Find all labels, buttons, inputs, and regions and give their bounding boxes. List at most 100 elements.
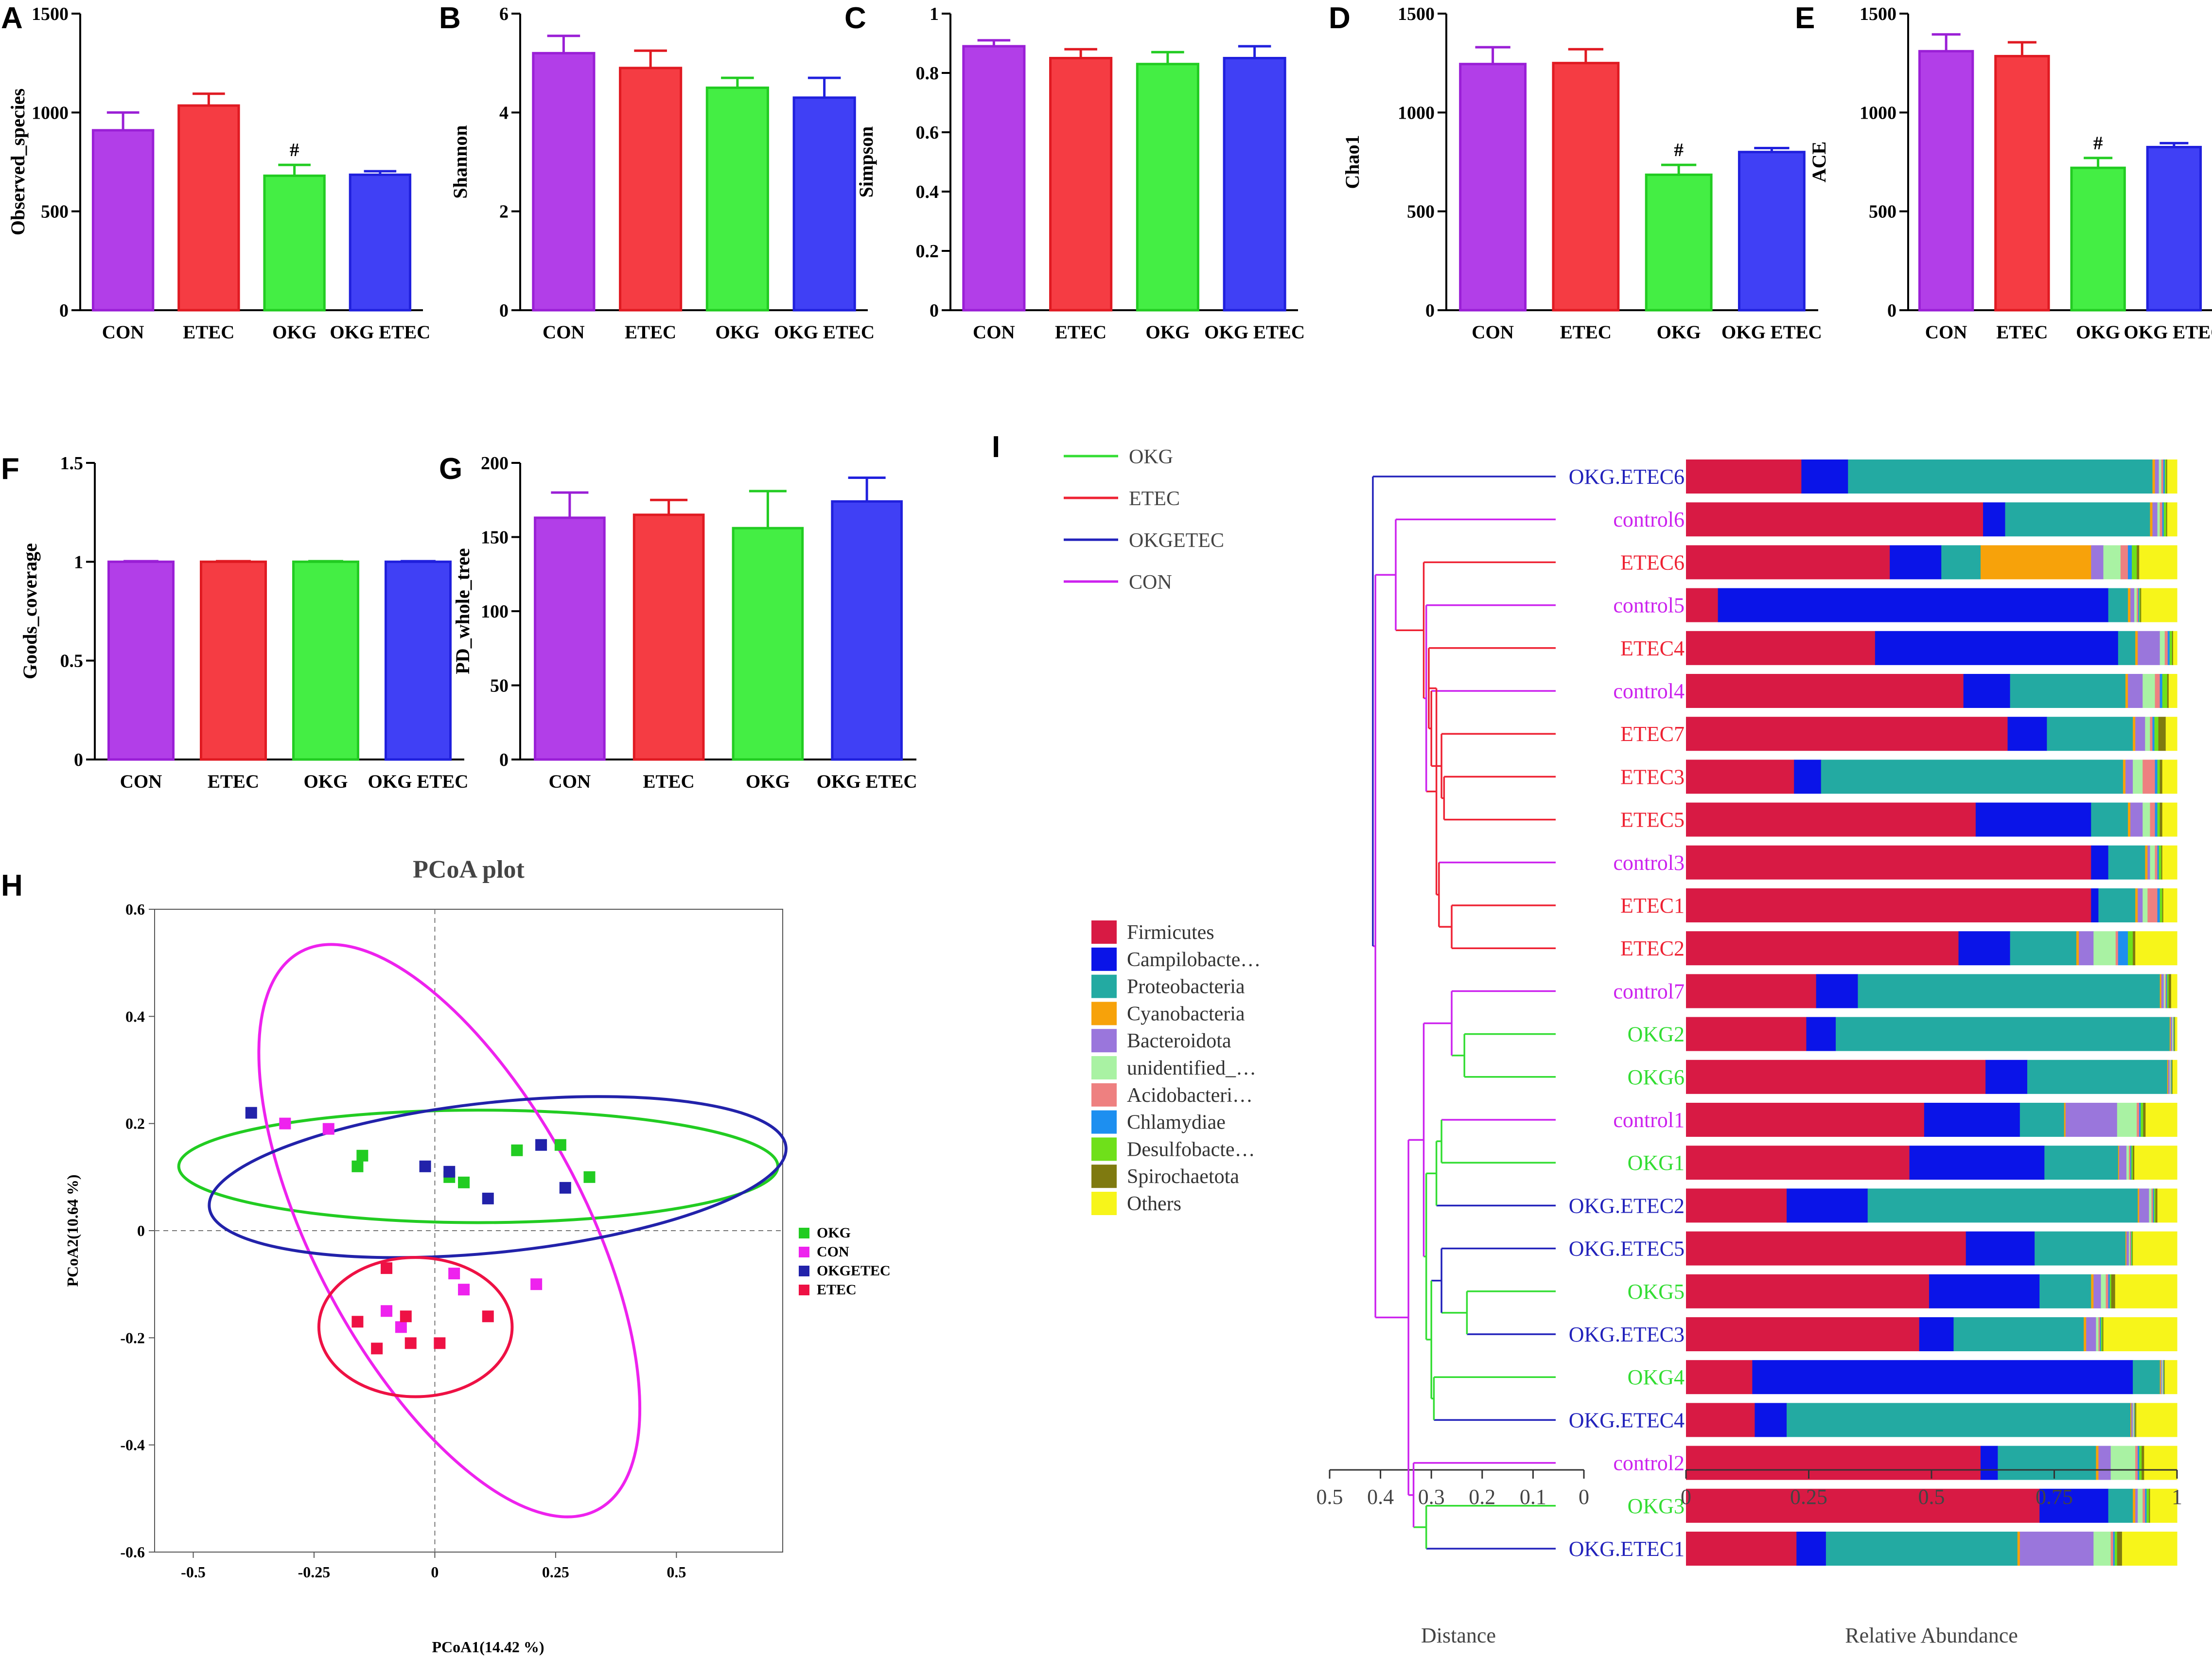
stacked-segment — [2157, 802, 2160, 837]
y-tick-label: 1500 — [1398, 4, 1435, 24]
stacked-segment — [2168, 974, 2172, 1008]
x-tick-label: -0.25 — [298, 1563, 331, 1581]
stacked-segment — [2159, 888, 2163, 922]
abundance-tick-label: 1 — [2172, 1485, 2182, 1509]
stacked-segment — [2010, 931, 2077, 966]
significance-mark: # — [1674, 140, 1684, 160]
stacked-segment — [1875, 631, 2119, 665]
stacked-segment — [2130, 588, 2135, 622]
stacked-segment — [2142, 674, 2156, 708]
stacked-segment — [2161, 459, 2164, 494]
stacked-segment — [2154, 1188, 2156, 1223]
sample-label: ETEC1 — [1620, 894, 1685, 918]
stacked-segment — [2145, 717, 2151, 751]
bar-panel-g: 0 50 100 150 200 PD_whole_tree CON ETEC OKG OKG E… — [452, 453, 917, 792]
stacked-segment — [2131, 1146, 2133, 1180]
sample-label: control2 — [1613, 1451, 1685, 1475]
scatter-point — [322, 1123, 334, 1135]
stacked-segment — [2174, 1017, 2175, 1051]
stacked-segment — [2108, 1488, 2133, 1523]
stacked-segment — [2172, 1060, 2177, 1094]
y-axis-label: Simpson — [855, 126, 877, 198]
stacked-segment — [2159, 1360, 2161, 1395]
taxa-legend-label: Cyanobacteria — [1127, 1003, 1245, 1025]
category-label: OKG ETEC — [2124, 322, 2212, 343]
confidence-ellipse — [208, 1095, 788, 1259]
stacked-segment — [1686, 1317, 1920, 1351]
legend-label: CON — [817, 1244, 849, 1260]
sample-label: OKG.ETEC1 — [1569, 1537, 1685, 1561]
bar — [385, 560, 452, 761]
stacked-segment — [2117, 1532, 2123, 1566]
stacked-segment — [2139, 588, 2141, 622]
stacked-segment — [2147, 888, 2158, 922]
stacked-segment — [2133, 1146, 2135, 1180]
stacked-segment — [2103, 1317, 2177, 1351]
stacked-segment — [2166, 459, 2168, 494]
sample-label: ETEC7 — [1620, 722, 1685, 746]
legend-swatch — [799, 1266, 809, 1276]
distance-tick-label: 0.5 — [1317, 1485, 1343, 1509]
stacked-segment — [2142, 888, 2148, 922]
stacked-segment — [2120, 545, 2128, 580]
stacked-segment — [1919, 1317, 1954, 1351]
y-tick-label: 0.8 — [916, 63, 939, 84]
category-label: ETEC — [1560, 322, 1612, 343]
abundance-axis-label: Relative Abundance — [1845, 1624, 2018, 1647]
stacked-segment — [1686, 674, 1964, 708]
stacked-segment — [2163, 888, 2177, 922]
stacked-segment — [2122, 1532, 2177, 1566]
bar-panel-a: 0 500 1000 1500 Observed_species CON ETEC # OKG O… — [7, 4, 430, 343]
stacked-segment — [2091, 545, 2104, 580]
stacked-segment — [2091, 1274, 2094, 1308]
scatter-point — [371, 1342, 383, 1355]
scatter-point — [482, 1310, 494, 1323]
legend-label: OKG — [817, 1225, 851, 1241]
bar — [1223, 57, 1286, 312]
y-tick-label: 0 — [1887, 300, 1896, 321]
panel-letter: B — [439, 1, 461, 35]
stacked-segment — [2165, 974, 2167, 1008]
category-label: CON — [1472, 322, 1514, 343]
y-tick-label: -0.4 — [120, 1436, 145, 1454]
stacked-segment — [1686, 459, 1802, 494]
taxa-legend-swatch — [1091, 1137, 1117, 1161]
x-axis-label: PCoA1(14.42 %) — [432, 1638, 544, 1656]
stacked-segment — [2118, 931, 2128, 966]
stacked-segment — [2093, 1274, 2102, 1308]
stacked-segment — [2172, 1017, 2174, 1051]
stacked-segment — [1686, 1017, 1807, 1051]
taxa-panel: OKGETECOKGETECCONFirmicutesCampilobacte…… — [1064, 446, 2182, 1647]
stacked-segment — [2150, 845, 2156, 880]
stacked-segment — [2164, 459, 2167, 494]
stacked-segment — [2171, 1060, 2172, 1094]
tree-legend-label: OKGETEC — [1129, 530, 1224, 552]
stacked-segment — [2167, 1060, 2169, 1094]
bar — [177, 104, 240, 312]
category-label: OKG — [715, 322, 759, 343]
sample-label: ETEC4 — [1620, 636, 1685, 660]
stacked-segment — [2108, 845, 2145, 880]
x-tick-label: 0.25 — [542, 1563, 569, 1581]
category-label: CON — [1925, 322, 1967, 343]
stacked-segment — [2086, 1317, 2096, 1351]
scatter-point — [535, 1139, 547, 1151]
stacked-segment — [2108, 588, 2128, 622]
y-tick-label: 1 — [74, 552, 83, 572]
stacked-segment — [2150, 802, 2156, 837]
taxa-legend-swatch — [1091, 974, 1117, 998]
stacked-segment — [2076, 931, 2079, 966]
bar — [107, 560, 175, 761]
panel-letter: E — [1795, 1, 1815, 35]
stacked-segment — [2115, 931, 2119, 966]
stacked-segment — [2039, 1488, 2109, 1523]
stacked-segment — [2096, 1317, 2099, 1351]
y-tick-label: 0.4 — [125, 1007, 145, 1025]
y-axis-label: Chao1 — [1341, 135, 1363, 189]
stacked-segment — [1867, 1188, 2138, 1223]
stacked-segment — [2133, 931, 2136, 966]
stacked-segment — [1686, 1060, 1986, 1094]
taxa-legend-swatch — [1091, 1110, 1117, 1134]
stacked-segment — [2131, 1231, 2133, 1266]
